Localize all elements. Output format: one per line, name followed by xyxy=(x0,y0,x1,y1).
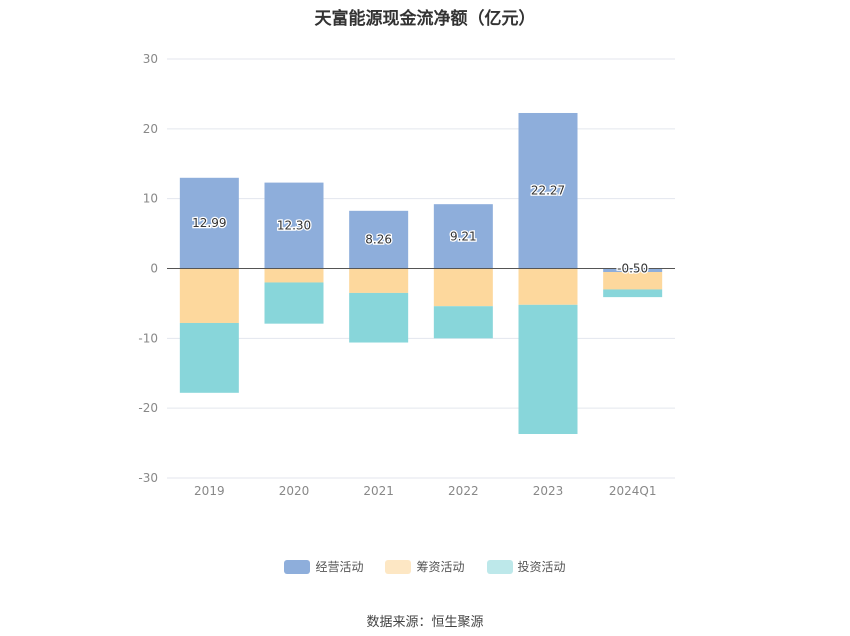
bar-投资活动-2021 xyxy=(349,292,409,343)
data-source: 数据来源：恒生聚源 xyxy=(366,615,484,630)
legend-label: 经营活动 xyxy=(315,560,364,574)
data-label: 12.30 xyxy=(277,219,311,233)
y-tick-label: -10 xyxy=(138,331,158,345)
bar-经营活动-2023 xyxy=(518,112,578,269)
legend-item[interactable]: 筹资活动 xyxy=(385,558,465,575)
x-tick-label: 2019 xyxy=(194,484,225,498)
x-tick-label: 2021 xyxy=(363,484,394,498)
bar-投资活动-2019 xyxy=(179,322,239,393)
bar-经营活动-2024Q1 xyxy=(603,268,663,272)
x-tick-label: 2023 xyxy=(533,484,564,498)
data-label: 8.26 xyxy=(365,233,392,247)
legend: 经营活动 筹资活动 投资活动 xyxy=(0,558,850,575)
bar-投资活动-2023 xyxy=(518,304,578,435)
grid-lines xyxy=(167,58,675,479)
legend-item[interactable]: 经营活动 xyxy=(284,558,363,575)
bar-筹资活动-2024Q1 xyxy=(603,271,663,290)
data-label: -0.50 xyxy=(617,262,648,276)
data-label: 9.21 xyxy=(450,229,477,243)
chart-title: 天富能源现金流净额（亿元） xyxy=(314,9,536,29)
bar-投资活动-2022 xyxy=(433,306,493,339)
y-tick-label: 30 xyxy=(143,52,158,66)
legend-label: 投资活动 xyxy=(517,560,566,574)
bar-筹资活动-2023 xyxy=(518,268,578,305)
data-labels: 12.99 12.30 8.26 9.21 22.27 -0.50 xyxy=(191,182,650,276)
y-tick-label: 20 xyxy=(143,122,158,136)
x-tick-label: 2022 xyxy=(448,484,479,498)
bar-筹资活动-2020 xyxy=(264,268,324,283)
legend-swatch xyxy=(385,559,412,574)
x-tick-label: 2024Q1 xyxy=(609,484,657,498)
y-tick-label: -20 xyxy=(138,401,158,415)
y-tick-label: 10 xyxy=(143,192,158,206)
legend-swatch xyxy=(284,559,311,574)
bar-投资活动-2020 xyxy=(264,282,324,324)
legend-swatch xyxy=(486,559,513,574)
bar-经营活动-2020 xyxy=(264,182,324,269)
bar-经营活动-2021 xyxy=(349,210,409,269)
bar-投资活动-2024Q1 xyxy=(603,289,663,298)
legend-item[interactable]: 投资活动 xyxy=(486,558,566,575)
bars xyxy=(179,112,663,435)
bar-经营活动-2019 xyxy=(179,177,239,269)
legend-label: 筹资活动 xyxy=(416,560,465,574)
data-label: 22.27 xyxy=(531,184,565,198)
bar-筹资活动-2021 xyxy=(349,268,409,293)
data-label: 12.99 xyxy=(192,216,226,230)
x-tick-label: 2020 xyxy=(279,484,310,498)
y-tick-label: 0 xyxy=(150,262,158,276)
bar-筹资活动-2022 xyxy=(433,268,493,307)
x-axis-ticks: 2019 2020 2021 2022 2023 2024Q1 xyxy=(194,484,656,498)
bar-经营活动-2022 xyxy=(433,204,493,269)
bar-筹资活动-2019 xyxy=(179,268,239,323)
y-axis-ticks: 30 20 10 0 -10 -20 -30 xyxy=(138,52,158,485)
y-tick-label: -30 xyxy=(138,471,158,485)
